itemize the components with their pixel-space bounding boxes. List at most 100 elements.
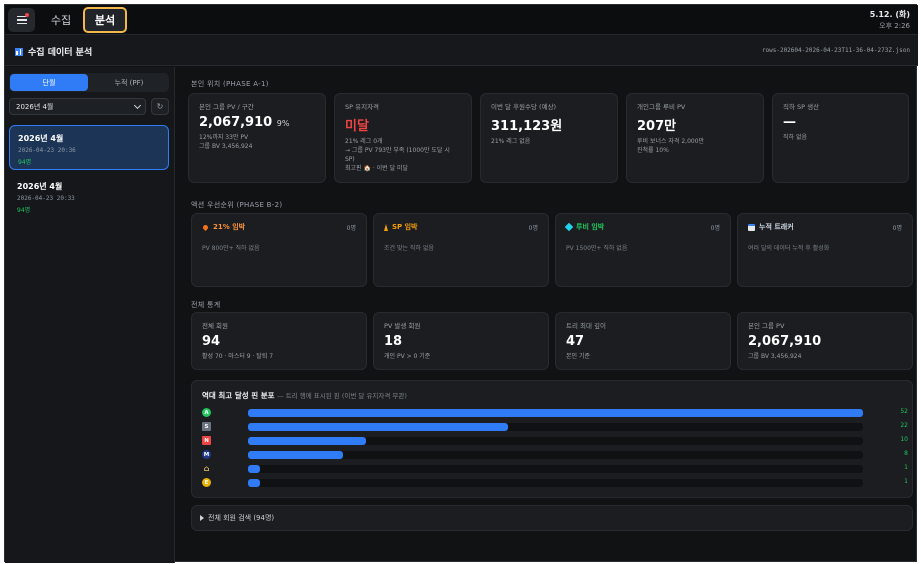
clock-date: 5.12. (화) xyxy=(869,10,910,19)
chevron-down-icon xyxy=(133,101,142,110)
metric-label: SP 유지자격 xyxy=(345,103,380,111)
metric-card-ruby-pv: 개인그룹 루비 PV 207만 루비 보너스 자격 2,000만 진척률 10% xyxy=(626,93,764,183)
section-label-actions: 액션 우선순위 (PHASE B-2) xyxy=(191,201,283,209)
action-name: 루비 임박 xyxy=(564,222,604,232)
stat-card-total-members: 전체 회원 94 활성 70 · 마스터 9 · 탈퇴 7 xyxy=(191,312,367,370)
distribution-count: 22 xyxy=(900,422,908,429)
page-title: 수집 데이터 분석 xyxy=(28,48,93,58)
bar-chart-icon xyxy=(15,47,23,56)
distribution-row: ⌂ 1 xyxy=(202,464,908,473)
distribution-bar xyxy=(248,465,260,473)
distribution-track xyxy=(248,451,863,459)
caret-right-icon xyxy=(200,515,204,521)
page-header: 수집 데이터 분석 rows-202604-2026-04-23T11-36-0… xyxy=(5,35,918,66)
stat-value: 18 xyxy=(384,334,403,349)
pin-badge: S xyxy=(202,422,211,431)
page-title-wrap: 수집 데이터 분석 xyxy=(15,45,92,58)
snapshot-timestamp: 2026-04-23 20:36 xyxy=(18,147,76,154)
snapshot-count: 94명 xyxy=(18,159,32,166)
section-label-position: 본인 위치 (PHASE A-1) xyxy=(191,80,269,88)
snapshot-timestamp: 2026-04-23 20:33 xyxy=(17,195,75,202)
distribution-track xyxy=(248,479,863,487)
metric-card-direct-sp: 직하 SP 생산 — 직하 없음 xyxy=(772,93,909,183)
tab-analysis[interactable]: 분석 xyxy=(83,7,127,33)
stat-card-group-pv: 본인 그룹 PV 2,067,910 그룹 BV 3,456,924 xyxy=(737,312,913,370)
stat-label: 전체 회원 xyxy=(202,322,228,330)
distribution-bar xyxy=(248,451,343,459)
action-count: 0명 xyxy=(892,224,902,232)
stat-value: 94 xyxy=(202,334,221,349)
action-card-sp[interactable]: SP 임박 0명 조건 맞는 직하 없음 xyxy=(373,213,549,287)
metric-note: 21% 레그 0개 → 그룹 PV 793만 부족 (1000만 도달 시 SP… xyxy=(345,138,450,172)
segment-cumulative[interactable]: 누적 (PF) xyxy=(114,78,144,87)
distribution-count: 8 xyxy=(904,450,908,457)
distribution-row: A 52 xyxy=(202,408,908,417)
section-label-stats: 전체 통계 xyxy=(191,301,221,309)
distribution-bar xyxy=(248,479,260,487)
member-search-toggle[interactable]: 전체 회원 검색 (94명) xyxy=(191,505,913,531)
hamburger-icon xyxy=(16,16,27,24)
stat-label: 본인 그룹 PV xyxy=(748,322,785,330)
distribution-title: 역대 최고 달성 핀 분포 — 트리 행에 표시된 핀 (이번 달 유지자격 무… xyxy=(202,391,407,400)
clock: 5.12. (화) 오후 2:26 xyxy=(870,9,910,31)
menu-button[interactable] xyxy=(8,8,35,32)
flame-icon xyxy=(201,223,210,231)
tab-collect[interactable]: 수집 xyxy=(50,14,72,27)
stat-note: 본인 기준 xyxy=(566,353,590,360)
snapshot-item[interactable]: 2026년 4월 2026-04-23 20:33 94명 xyxy=(9,174,169,219)
action-name: SP 임박 xyxy=(384,222,418,232)
action-card-tracker[interactable]: 누적 트래커 0명 여러 달의 데이터 누적 후 활성화 xyxy=(737,213,913,287)
refresh-icon: ↻ xyxy=(156,102,164,111)
member-search-label: 전체 회원 검색 (94명) xyxy=(208,514,275,522)
distribution-bar xyxy=(248,437,367,445)
distribution-count: 10 xyxy=(900,436,908,443)
action-card-ruby[interactable]: 루비 임박 0명 PV 1500만+ 직하 없음 xyxy=(555,213,731,287)
distribution-track xyxy=(248,409,863,417)
metric-label: 본인 그룹 PV / 구간 xyxy=(199,103,254,111)
month-select[interactable]: 2026년 4월 xyxy=(9,98,146,115)
action-name: 누적 트래커 xyxy=(748,222,794,232)
metric-value: 311,123원 xyxy=(491,119,563,134)
main-content: 본인 위치 (PHASE A-1) 본인 그룹 PV / 구간 2,067,91… xyxy=(183,67,913,563)
metric-card-group-pv: 본인 그룹 PV / 구간 2,067,910 9% 12%까지 33만 PV … xyxy=(188,93,326,183)
pin-badge: M xyxy=(202,450,211,459)
segment-monthly[interactable]: 단월 xyxy=(10,74,88,91)
pin-badge: N xyxy=(202,436,211,445)
metric-note: 12%까지 33만 PV 그룹 BV 3,456,924 xyxy=(199,134,253,150)
distribution-count: 1 xyxy=(904,478,908,485)
sidebar: 단월 누적 (PF) 2026년 4월 ↻ 2026년 4월 2026-04-2… xyxy=(5,67,175,563)
distribution-bar xyxy=(248,423,509,431)
metric-card-sp-qualification: SP 유지자격 미달 21% 레그 0개 → 그룹 PV 793만 부족 (10… xyxy=(334,93,472,183)
action-desc: PV 800만+ 직하 없음 xyxy=(202,245,260,252)
action-count: 0명 xyxy=(528,224,538,232)
top-bar: 수집 분석 5.12. (화) 오후 2:26 xyxy=(5,5,918,35)
metric-value: 2,067,910 9% xyxy=(199,115,290,130)
snapshot-item[interactable]: 2026년 4월 2026-04-23 20:36 94명 xyxy=(9,125,169,170)
metric-note: 21% 레그 없음 xyxy=(491,138,531,145)
distribution-track xyxy=(248,423,863,431)
metric-value: 미달 xyxy=(345,119,369,134)
distribution-track xyxy=(248,465,863,473)
snapshot-count: 94명 xyxy=(17,207,31,214)
distribution-count: 52 xyxy=(900,408,908,415)
action-name: 21% 임박 xyxy=(201,222,245,232)
metric-value: 207만 xyxy=(637,119,677,134)
month-select-value: 2026년 4월 xyxy=(16,103,54,111)
stat-note: 그룹 BV 3,456,924 xyxy=(748,353,802,360)
metric-note: 직하 없음 xyxy=(783,134,807,141)
gem-icon xyxy=(564,222,574,232)
stat-note: 활성 70 · 마스터 9 · 탈퇴 7 xyxy=(202,353,274,360)
action-card-21[interactable]: 21% 임박 0명 PV 800만+ 직하 없음 xyxy=(191,213,367,287)
metric-label: 이번 달 후원수당 (예상) xyxy=(491,103,557,111)
snapshot-title: 2026년 4월 xyxy=(18,134,64,143)
action-count: 0명 xyxy=(710,224,720,232)
stat-value: 2,067,910 xyxy=(748,334,822,349)
distribution-track xyxy=(248,437,863,445)
pin-badge: E xyxy=(202,478,211,487)
action-desc: 여러 달의 데이터 누적 후 활성화 xyxy=(748,245,830,252)
stat-label: 트리 최대 깊이 xyxy=(566,322,607,330)
stat-value: 47 xyxy=(566,334,585,349)
refresh-button[interactable]: ↻ xyxy=(151,98,169,115)
